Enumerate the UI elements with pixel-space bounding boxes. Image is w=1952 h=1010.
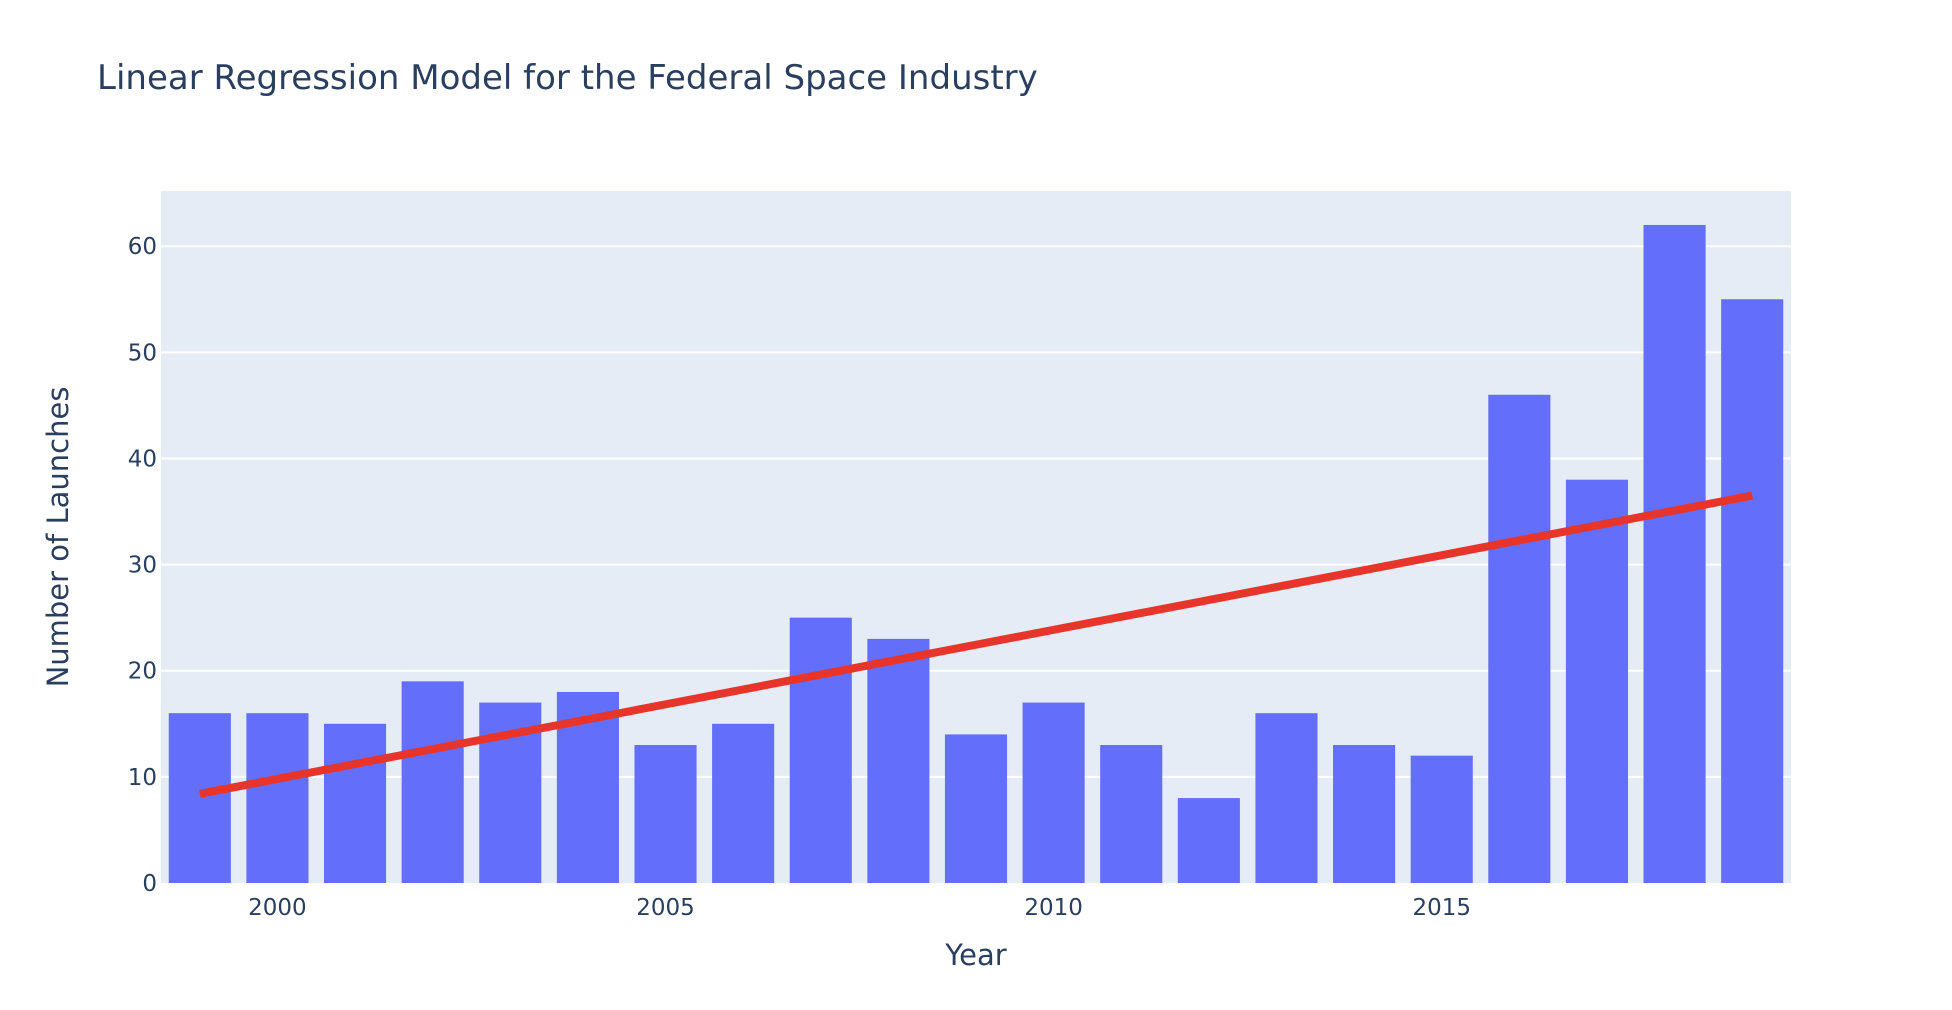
bar [1565,479,1628,883]
x-tick-label: 2010 [1024,895,1083,921]
bar [1255,713,1318,883]
bar [712,723,775,883]
y-tick-label: 10 [128,765,157,791]
bar [1100,745,1163,883]
bar [634,745,697,883]
y-axis-title: Number of Launches [41,387,75,688]
bar [1488,394,1551,883]
bar [789,617,852,883]
y-tick-label: 30 [128,553,157,579]
bar [1333,745,1396,883]
bar [944,734,1008,883]
chart-title: Linear Regression Model for the Federal … [97,58,1038,98]
bar [324,723,387,883]
bar [1177,798,1240,883]
y-tick-label: 20 [128,659,157,685]
bar [1022,702,1085,883]
y-tick-label: 50 [128,340,157,366]
bar [1410,755,1473,883]
x-tick-label: 2005 [636,895,695,921]
bar [1643,224,1706,883]
bar [401,681,464,883]
y-tick-label: 40 [128,446,157,472]
y-axis-ticks: 0 10 20 30 40 50 60 [128,234,157,897]
y-tick-label: 60 [128,234,157,260]
x-tick-label: 2015 [1412,895,1471,921]
x-axis-title: Year [944,938,1006,972]
bar [867,638,930,883]
bar [168,713,231,883]
regression-line-layer [199,491,1753,798]
bar-series [168,224,1784,883]
bar [246,713,309,883]
regression-line [199,491,1753,798]
x-axis-ticks: 2000 2005 2010 2015 [248,895,1471,921]
bar [1721,299,1784,883]
x-tick-label: 2000 [248,895,307,921]
y-tick-label: 0 [142,871,157,897]
